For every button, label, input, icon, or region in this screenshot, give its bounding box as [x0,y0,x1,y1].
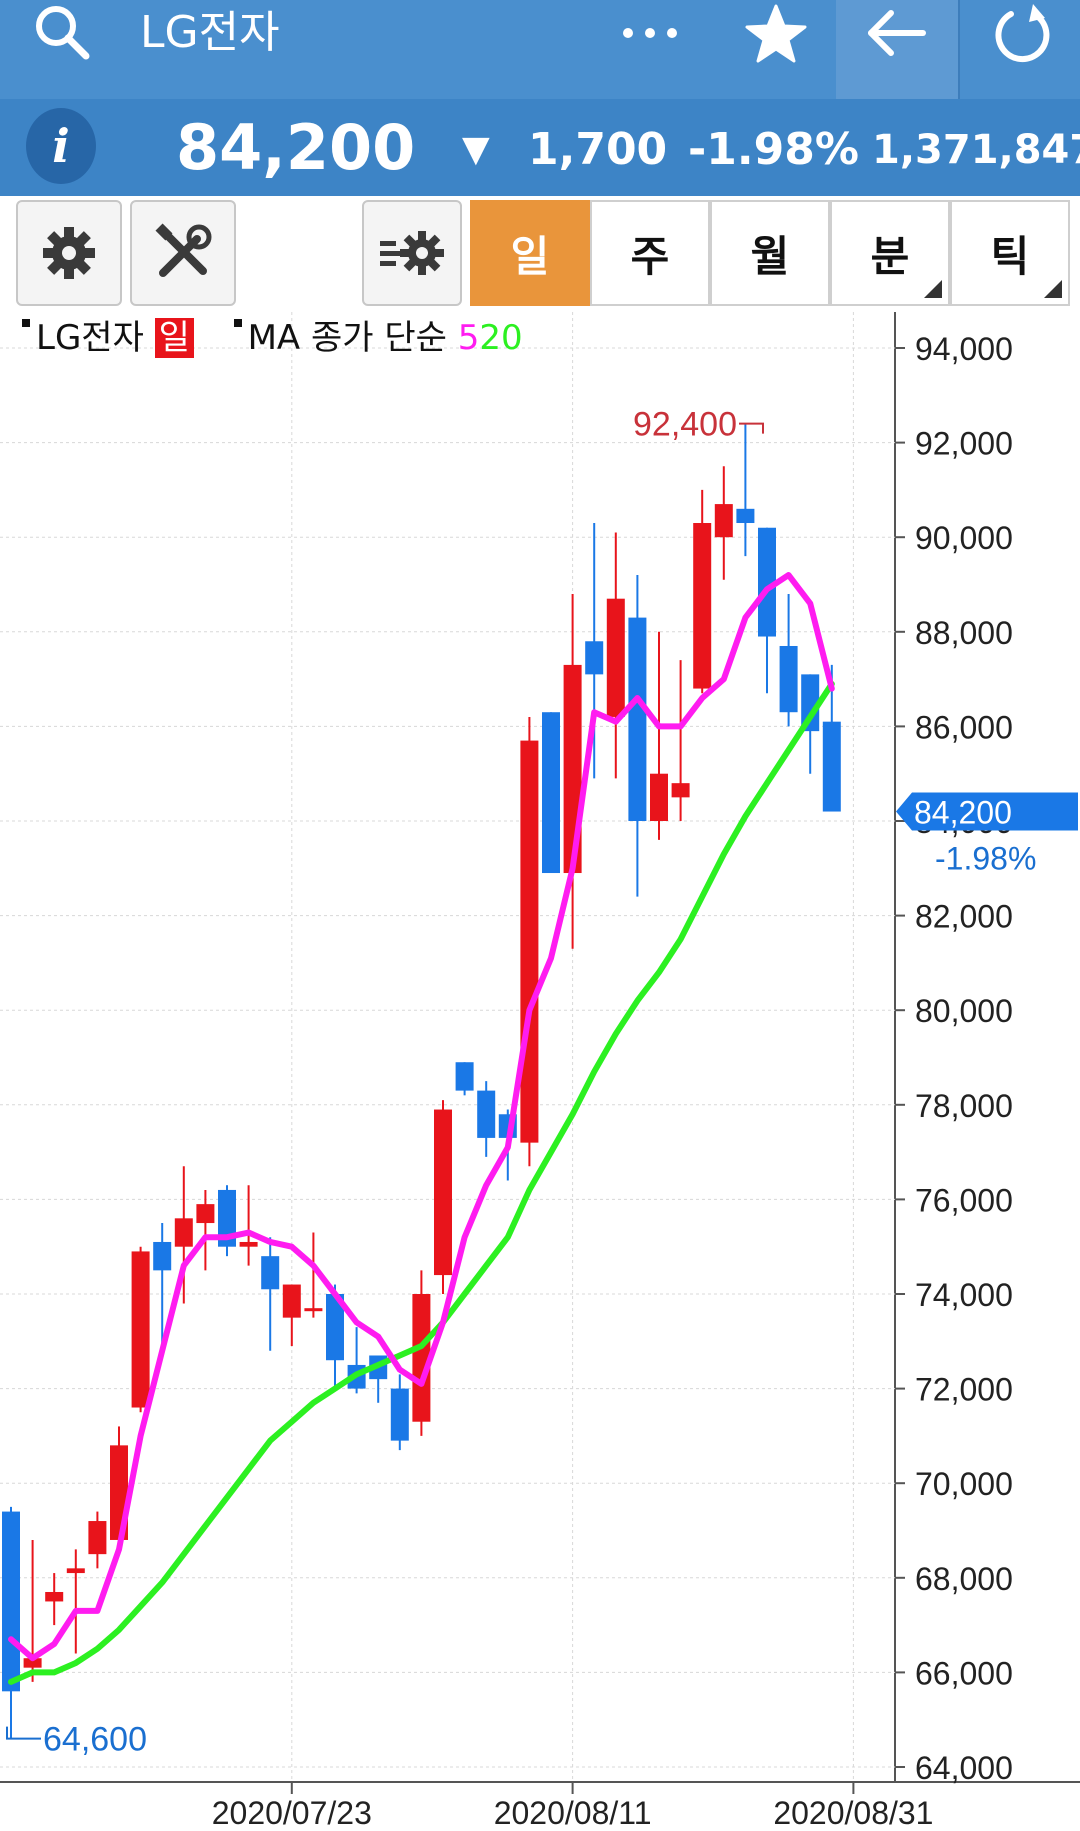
min-arrow-icon [6,1726,41,1740]
last-change-label: -1.98% [935,841,1036,877]
candle-body [736,508,755,524]
tab-monthly[interactable]: 월 [710,200,830,306]
legend-marker [22,319,30,327]
candle-body [174,1218,193,1247]
price-change-percent: -1.98% [688,124,859,175]
gear-icon [43,227,95,279]
y-tick-label: 90,000 [915,520,1013,556]
x-tick-label: 2020/07/23 [212,1795,372,1831]
current-price: 84,200 [176,111,416,184]
legend-ma-label: MA 종가 단순 [247,318,447,358]
tools-icon [155,223,212,277]
page-title: LG전자 [140,7,280,58]
tab-weekly[interactable]: 주 [590,200,710,306]
more-icon[interactable] [610,0,690,99]
candle-body [282,1284,301,1318]
candle-body [822,721,841,812]
y-axis-area [895,312,1080,1782]
last-price-label: 84,200 [914,795,1012,831]
max-arrow-icon [739,422,764,434]
legend-period-badge: 일 [154,318,194,358]
settings-button[interactable] [16,200,122,306]
candle-body [131,1251,150,1408]
ma5-line [8,572,835,1662]
candle-body [218,1189,236,1247]
candle-body [801,674,820,732]
price-change: 1,700 [528,124,668,175]
y-tick-label: 86,000 [915,709,1013,745]
trading-volume: 1,371,847 [872,127,1080,173]
ma20-line [8,680,835,1685]
candle-body [455,1062,474,1091]
chart-legend: LG전자 일 MA 종가 단순 520 [22,312,523,364]
candle-body [585,641,604,675]
last-price-marker [896,792,1078,831]
candle-body [412,1294,431,1422]
max-price-label: 92,400 [633,406,737,444]
y-tick-label: 92,000 [915,426,1013,462]
candle-body [304,1308,323,1312]
y-tick-label: 94,000 [915,331,1013,367]
candle-body [434,1109,452,1276]
legend-marker [233,319,242,327]
y-tick-label: 76,000 [915,1182,1013,1218]
candle-body [196,1204,215,1224]
y-tick-label: 80,000 [915,993,1013,1029]
price-bar [0,99,1080,196]
candle-body [606,598,625,717]
y-tick-label: 66,000 [915,1655,1013,1691]
candle-body [45,1591,64,1602]
candle-body [779,645,798,713]
candle-body [390,1388,409,1441]
indicator-settings-button[interactable] [362,200,462,306]
legend-ma20: 20 [479,318,523,358]
y-tick-label: 78,000 [915,1088,1013,1124]
y-tick-label: 88,000 [915,615,1013,651]
x-tick-label: 2020/08/11 [494,1795,652,1831]
price-chart[interactable]: 94,00092,00090,00088,00086,00084,00082,0… [0,312,1080,1831]
star-icon[interactable] [736,0,816,99]
y-tick-label: 70,000 [915,1466,1013,1502]
tab-tick[interactable]: 틱 [950,200,1070,306]
y-tick-label: 68,000 [915,1561,1013,1597]
candle-body [239,1241,258,1247]
legend-stock-name: LG전자 [36,318,144,358]
legend-ma5: 5 [457,318,480,358]
candle-body [153,1241,172,1271]
y-tick-label: 64,000 [915,1750,1013,1786]
back-arrow-icon[interactable] [836,0,958,99]
dropdown-corner-icon [1044,280,1062,298]
candle-body [650,773,668,821]
candle-body [2,1511,20,1692]
candle-body [714,504,733,538]
candle-body [88,1521,107,1555]
candle-body [520,740,539,1143]
change-down-arrow: ▼ [462,129,490,170]
candle-body [628,617,647,821]
y-tick-label: 82,000 [915,899,1013,935]
candle-body [477,1090,496,1138]
top-app-bar: LG전자 [0,0,1080,99]
candle-body [326,1294,344,1361]
indicator-settings-icon [380,231,444,275]
candle-body [758,527,776,637]
y-tick-label: 74,000 [915,1277,1013,1313]
candle-body [66,1568,85,1574]
candle-body [671,783,690,798]
header-divider [958,0,960,99]
tab-daily[interactable]: 일 [470,200,590,306]
info-button[interactable]: i [26,108,96,184]
refresh-icon[interactable] [982,0,1062,99]
candle-body [693,523,712,689]
x-tick-label: 2020/08/31 [773,1795,933,1831]
dropdown-corner-icon [924,280,942,298]
candle-body [261,1256,280,1290]
candle-body [23,1658,42,1668]
min-price-label: 64,600 [43,1721,147,1759]
tab-minute[interactable]: 분 [830,200,950,306]
tools-button[interactable] [130,200,236,306]
y-tick-label: 72,000 [915,1372,1013,1408]
candle-body [542,712,560,874]
search-icon[interactable] [28,0,98,99]
